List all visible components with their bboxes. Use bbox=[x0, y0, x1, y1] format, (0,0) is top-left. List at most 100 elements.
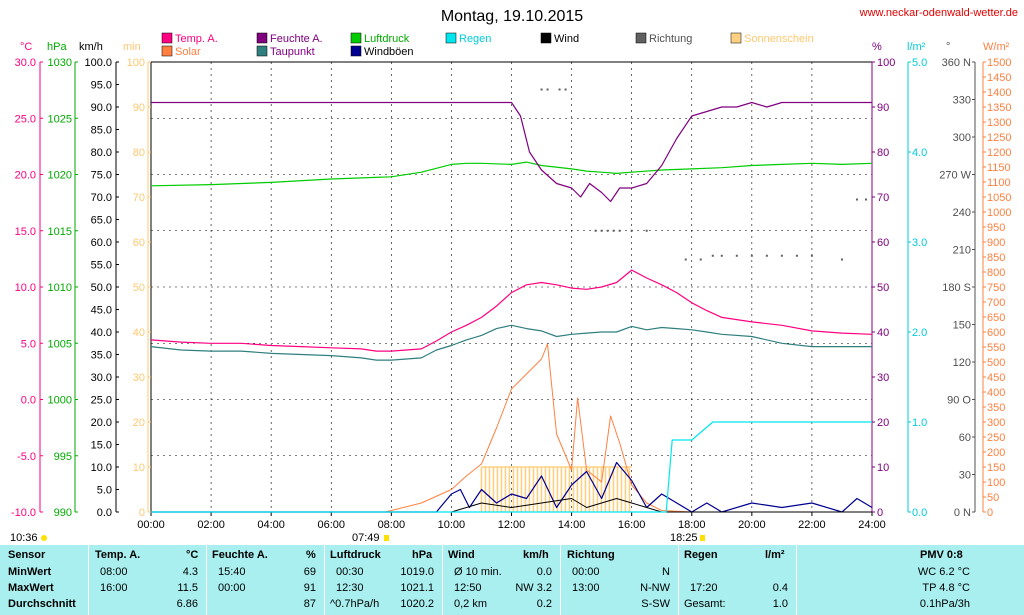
series-temp bbox=[150, 269, 873, 352]
direction-point bbox=[864, 198, 867, 201]
legend-rain: Regen bbox=[459, 33, 491, 45]
avg-wind-b: 0.2 bbox=[536, 598, 552, 610]
legend-swatch-sunshine bbox=[730, 32, 742, 44]
header-rain-unit: l/m² bbox=[765, 549, 785, 561]
x-tick-label: 02:00 bbox=[197, 519, 225, 531]
header-wind-unit: km/h bbox=[523, 549, 549, 561]
legend-swatch-gust bbox=[350, 45, 362, 57]
solar-axis-tick-label: 250 bbox=[987, 432, 1005, 444]
header-press: Luftdruck bbox=[330, 549, 381, 561]
wind-axis-tick-label: 50.0 bbox=[91, 282, 112, 294]
pmv-tp: TP 4.8 °C bbox=[922, 582, 970, 594]
wind-axis-tick-label: 75.0 bbox=[91, 170, 112, 182]
header-sensor: Sensor bbox=[8, 549, 46, 561]
direction-point bbox=[630, 229, 633, 232]
pressure-axis-tick-label: 1025 bbox=[48, 113, 72, 125]
unit-rain: l/m² bbox=[907, 41, 926, 53]
wind-axis-tick-label: 100.0 bbox=[84, 57, 112, 69]
solar-axis-tick-label: 1400 bbox=[987, 87, 1011, 99]
x-tick-label: 18:00 bbox=[678, 519, 706, 531]
direction-point bbox=[765, 254, 768, 257]
header-temp-unit: °C bbox=[186, 549, 199, 561]
solar-axis-tick-label: 800 bbox=[987, 267, 1005, 279]
solar-axis-tick-label: 1300 bbox=[987, 117, 1011, 129]
legend-direction: Richtung bbox=[649, 33, 692, 45]
x-tick-label: 06:00 bbox=[317, 519, 345, 531]
pmv-trend: 0.1hPa/3h bbox=[919, 598, 970, 610]
wind-axis-tick-label: 70.0 bbox=[91, 192, 112, 204]
temp-axis-tick-label: -5.0 bbox=[17, 451, 36, 463]
x-tick-label: 10:00 bbox=[438, 519, 466, 531]
direction-point bbox=[735, 254, 738, 257]
solar-axis-tick-label: 1250 bbox=[987, 132, 1011, 144]
wind-axis-tick-label: 10.0 bbox=[91, 462, 112, 474]
wind-axis-tick-label: 0.0 bbox=[97, 507, 112, 519]
direction-point bbox=[540, 88, 543, 91]
legend-swatch-pressure bbox=[350, 32, 362, 44]
x-tick-label: 00:00 bbox=[137, 519, 165, 531]
rain-axis-tick-label: 2.0 bbox=[912, 327, 927, 339]
avg-dir-b: S-SW bbox=[641, 598, 670, 610]
min-hum-value: 69 bbox=[303, 566, 316, 578]
unit-wind: km/h bbox=[79, 41, 103, 53]
wind-axis-tick-label: 5.0 bbox=[97, 485, 112, 497]
direction-point bbox=[558, 88, 561, 91]
direction-point bbox=[795, 254, 798, 257]
solar-axis-tick-label: 150 bbox=[987, 462, 1005, 474]
pressure-axis-tick-label: 990 bbox=[54, 507, 72, 519]
pressure-axis-tick-label: 1005 bbox=[48, 338, 72, 350]
pressure-axis-tick-label: 1015 bbox=[48, 226, 72, 238]
direction-point bbox=[840, 258, 843, 261]
series-gust bbox=[151, 461, 873, 513]
avg-press-value: 1020.2 bbox=[400, 598, 434, 610]
solar-axis-tick-label: 200 bbox=[987, 447, 1005, 459]
rain-axis-tick-label: 4.0 bbox=[912, 147, 927, 159]
min-wind-b: 0.0 bbox=[536, 566, 552, 578]
direction-point bbox=[612, 229, 615, 232]
legend-swatch-humidity bbox=[256, 32, 268, 44]
max-press-time: 12:30 bbox=[336, 582, 364, 594]
direction-point bbox=[564, 88, 567, 91]
solar-axis-tick-label: 450 bbox=[987, 372, 1005, 384]
legend-swatch-wind bbox=[540, 32, 552, 44]
max-dir-b: N-NW bbox=[640, 582, 670, 594]
series-humidity bbox=[151, 101, 872, 203]
legend-solar: Solar bbox=[175, 46, 201, 58]
humidity-axis-tick-label: 80 bbox=[877, 147, 889, 159]
chart-title: Montag, 19.10.2015 bbox=[441, 8, 583, 25]
sunrise-time: 07:49 bbox=[352, 532, 380, 544]
humidity-axis-tick-label: 50 bbox=[877, 282, 889, 294]
solar-axis-tick-label: 300 bbox=[987, 417, 1005, 429]
sun-time-left: 10:36 bbox=[10, 532, 38, 544]
solar-axis-tick-label: 0 bbox=[987, 507, 993, 519]
legend-swatch-solar bbox=[161, 45, 173, 57]
x-tick-label: 14:00 bbox=[558, 519, 586, 531]
sun-markers: 10:36 07:49 18:25 bbox=[10, 532, 705, 544]
avg-wind-a: 0,2 km bbox=[454, 598, 488, 610]
solar-axis-tick-label: 650 bbox=[987, 312, 1005, 324]
solar-axis-tick-label: 700 bbox=[987, 297, 1005, 309]
min-hum-time: 15:40 bbox=[218, 566, 246, 578]
max-hum-time: 00:00 bbox=[218, 582, 246, 594]
header-temp: Temp. A. bbox=[95, 549, 141, 561]
unit-labels: °C hPa km/h min % l/m² ° W/m² bbox=[20, 41, 1010, 53]
unit-solar: W/m² bbox=[983, 41, 1010, 53]
series-pressure bbox=[150, 161, 873, 187]
direction-point bbox=[618, 229, 621, 232]
direction-point bbox=[711, 254, 714, 257]
series-rain bbox=[151, 421, 872, 513]
solar-axis-tick-label: 750 bbox=[987, 282, 1005, 294]
wind-axis-tick-label: 15.0 bbox=[91, 440, 112, 452]
humidity-axis-tick-label: 0 bbox=[877, 507, 883, 519]
legend-dewpoint: Taupunkt bbox=[270, 46, 315, 58]
website-link[interactable]: www.neckar-odenwald-wetter.de bbox=[859, 7, 1018, 19]
row-label-max: MaxWert bbox=[8, 582, 54, 594]
sun-axis-tick-label: 40 bbox=[133, 327, 145, 339]
x-tick-label: 22:00 bbox=[798, 519, 826, 531]
sun-axis-tick-label: 60 bbox=[133, 237, 145, 249]
sun-axis-tick-label: 100 bbox=[127, 57, 145, 69]
direction-point bbox=[600, 229, 603, 232]
humidity-axis-tick-label: 90 bbox=[877, 102, 889, 114]
x-tick-label: 12:00 bbox=[498, 519, 526, 531]
max-wind-a: 12:50 bbox=[454, 582, 482, 594]
